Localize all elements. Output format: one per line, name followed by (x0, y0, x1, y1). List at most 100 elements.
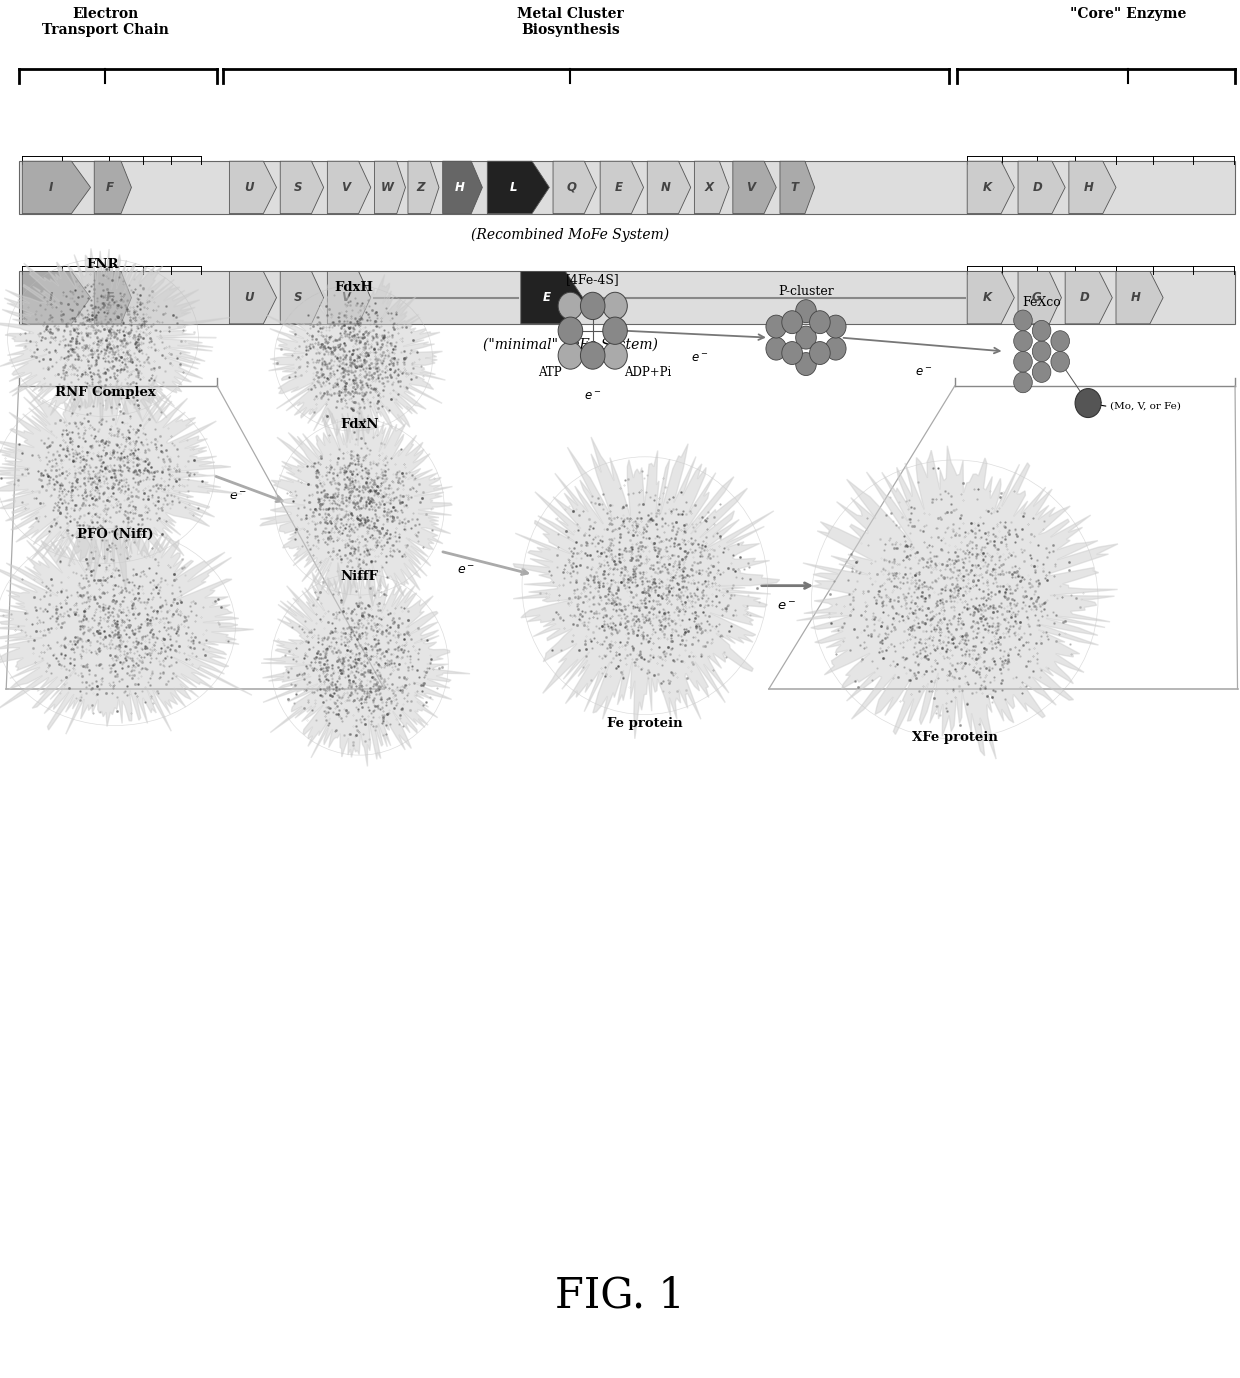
Polygon shape (94, 161, 131, 214)
Text: S: S (294, 291, 303, 305)
Text: $e^-$: $e^-$ (229, 489, 247, 503)
Polygon shape (1018, 271, 1061, 324)
Text: FdxH: FdxH (334, 281, 373, 294)
Polygon shape (1116, 271, 1163, 324)
Text: I: I (48, 291, 53, 305)
Text: FIG. 1: FIG. 1 (556, 1275, 684, 1316)
Text: L: L (510, 181, 517, 194)
Text: K: K (982, 181, 992, 194)
Polygon shape (487, 161, 549, 214)
Text: ("minimal" FeFe System): ("minimal" FeFe System) (482, 338, 658, 351)
Circle shape (1014, 310, 1033, 331)
Text: N: N (661, 181, 671, 194)
Text: (Recombined MoFe System): (Recombined MoFe System) (471, 227, 670, 241)
Polygon shape (521, 271, 583, 324)
Circle shape (558, 342, 583, 369)
Polygon shape (229, 161, 277, 214)
Text: RNF Complex: RNF Complex (55, 386, 156, 398)
Polygon shape (1069, 161, 1116, 214)
Circle shape (1032, 362, 1050, 383)
Text: P-cluster: P-cluster (779, 285, 833, 298)
Text: V: V (341, 291, 350, 305)
Text: H: H (1131, 291, 1141, 305)
Circle shape (558, 292, 583, 320)
Text: F: F (105, 291, 114, 305)
Polygon shape (22, 271, 91, 324)
Circle shape (1052, 331, 1069, 351)
Polygon shape (280, 271, 324, 324)
Text: [4Fe-4S]: [4Fe-4S] (565, 273, 620, 285)
Polygon shape (1065, 271, 1112, 324)
Text: Q: Q (567, 181, 577, 194)
Circle shape (796, 327, 816, 349)
Text: D: D (1033, 181, 1043, 194)
Text: X: X (704, 181, 713, 194)
Text: $e^-$: $e^-$ (458, 564, 475, 577)
Polygon shape (327, 271, 371, 324)
Circle shape (826, 316, 846, 338)
Polygon shape (647, 161, 691, 214)
Circle shape (781, 342, 802, 365)
Text: "Core" Enzyme: "Core" Enzyme (1070, 7, 1187, 21)
Text: ATP: ATP (538, 365, 562, 379)
FancyBboxPatch shape (19, 271, 1235, 324)
Circle shape (796, 299, 816, 322)
Text: K: K (982, 291, 992, 305)
Circle shape (826, 338, 846, 360)
Polygon shape (600, 161, 644, 214)
Polygon shape (0, 521, 254, 734)
Polygon shape (94, 271, 131, 324)
Polygon shape (280, 161, 324, 214)
Text: S: S (294, 181, 303, 194)
Circle shape (1014, 351, 1033, 372)
Polygon shape (553, 161, 596, 214)
Text: (Mo, V, or Fe): (Mo, V, or Fe) (1110, 402, 1180, 411)
Circle shape (1052, 351, 1069, 372)
Polygon shape (443, 161, 482, 214)
Polygon shape (796, 446, 1118, 759)
Circle shape (1075, 389, 1101, 418)
Circle shape (603, 317, 627, 344)
Text: H: H (454, 181, 464, 194)
Text: D: D (1080, 291, 1090, 305)
FancyBboxPatch shape (19, 161, 1235, 214)
Circle shape (603, 342, 627, 369)
Polygon shape (694, 161, 729, 214)
Polygon shape (780, 161, 815, 214)
Text: $e^-$: $e^-$ (776, 599, 796, 613)
Text: Z: Z (417, 181, 425, 194)
Text: PFO (Niff): PFO (Niff) (77, 528, 154, 540)
Text: F: F (105, 181, 114, 194)
Polygon shape (327, 161, 371, 214)
Circle shape (1032, 321, 1050, 342)
Text: $e^-$: $e^-$ (584, 390, 601, 404)
Text: G: G (1032, 291, 1042, 305)
Polygon shape (1018, 161, 1065, 214)
Text: Electron
Transport Chain: Electron Transport Chain (42, 7, 169, 37)
Circle shape (1032, 342, 1050, 362)
Text: E: E (543, 291, 551, 305)
Text: FdxN: FdxN (340, 418, 379, 430)
Text: I: I (48, 181, 53, 194)
Text: W: W (381, 181, 394, 194)
Polygon shape (0, 375, 242, 588)
Polygon shape (259, 405, 453, 606)
Circle shape (796, 353, 816, 376)
Circle shape (558, 317, 583, 344)
Polygon shape (967, 271, 1014, 324)
Text: T: T (791, 181, 799, 194)
Text: V: V (341, 181, 350, 194)
Text: U: U (244, 291, 254, 305)
Text: XFe protein: XFe protein (911, 732, 998, 744)
Text: $e^-$: $e^-$ (691, 351, 708, 365)
Text: $e^-$: $e^-$ (915, 365, 932, 379)
Text: Fe protein: Fe protein (608, 718, 682, 730)
Text: E: E (614, 181, 622, 194)
Circle shape (810, 342, 831, 365)
Polygon shape (408, 161, 439, 214)
Polygon shape (0, 248, 231, 423)
Circle shape (580, 292, 605, 320)
Polygon shape (967, 161, 1014, 214)
Circle shape (810, 310, 831, 333)
Circle shape (1014, 372, 1033, 393)
